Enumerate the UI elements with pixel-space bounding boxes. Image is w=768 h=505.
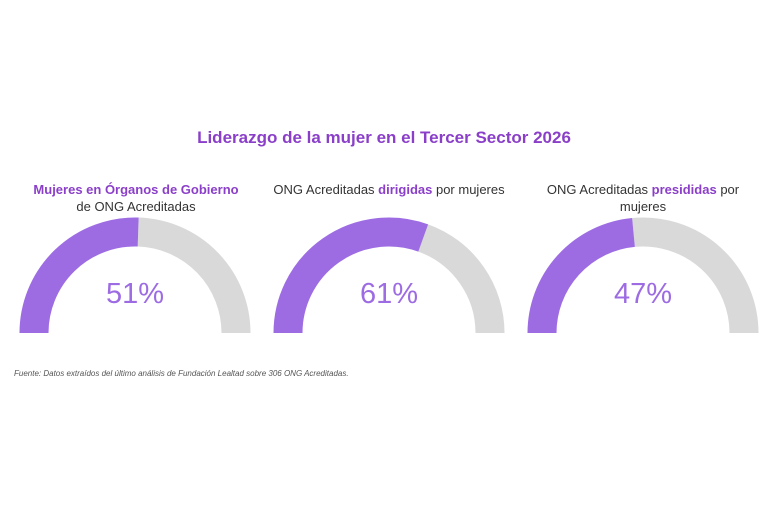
gauge-value-2: 61% (360, 278, 418, 310)
gauge-fill-2 (273, 217, 429, 334)
gauge-fill-3 (527, 218, 636, 334)
gauge-fill-1 (19, 217, 139, 334)
gauge-track-2 (417, 224, 505, 334)
footnote: Fuente: Datos extraídos del último análi… (14, 369, 349, 378)
gauge-label-3: ONG Acreditadas presididas por mujeres (546, 182, 740, 214)
gauge-track-3 (632, 217, 759, 334)
gauge-value-3: 47% (614, 278, 672, 310)
gauge-label-2: ONG Acreditadas dirigidas por mujeres (273, 182, 505, 197)
gauge-track-1 (137, 217, 251, 334)
chart-title: Liderazgo de la mujer en el Tercer Secto… (197, 128, 571, 147)
gauge-label-1: Mujeres en Órganos de Gobierno de ONG Ac… (33, 182, 239, 214)
gauge-value-1: 51% (106, 278, 164, 310)
